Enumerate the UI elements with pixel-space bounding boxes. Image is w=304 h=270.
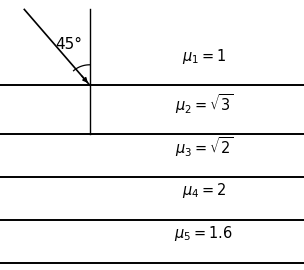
- Text: $\mu_2 = \sqrt{3}$: $\mu_2 = \sqrt{3}$: [174, 92, 233, 116]
- Text: 45°: 45°: [55, 37, 82, 52]
- Text: $\mu_5 = 1.6$: $\mu_5 = 1.6$: [174, 224, 233, 243]
- Text: $\mu_3 = \sqrt{2}$: $\mu_3 = \sqrt{2}$: [174, 135, 233, 159]
- Text: $\mu_1 = 1$: $\mu_1 = 1$: [181, 47, 226, 66]
- Text: $\mu_4 = 2$: $\mu_4 = 2$: [181, 181, 226, 200]
